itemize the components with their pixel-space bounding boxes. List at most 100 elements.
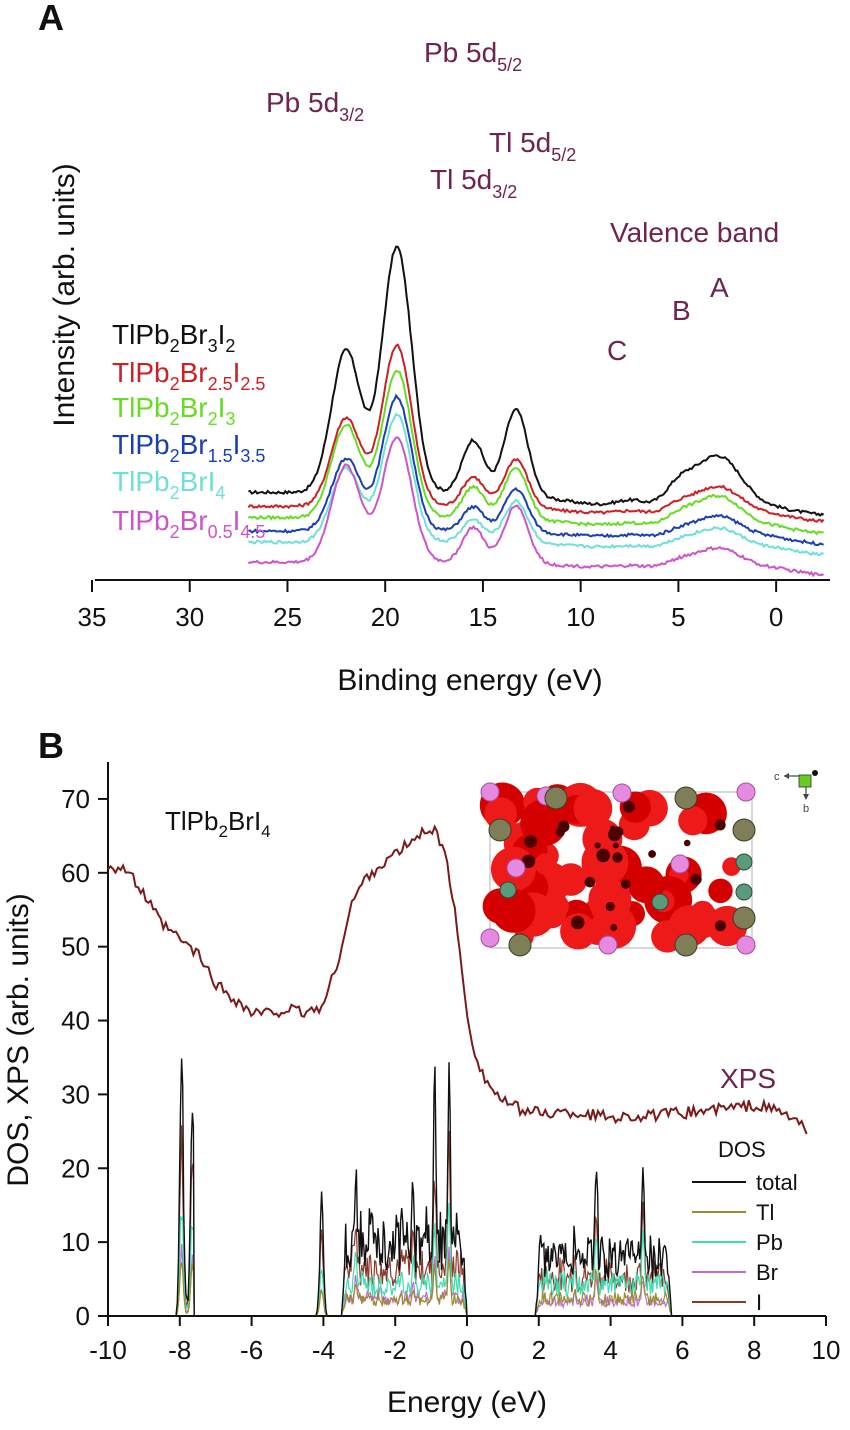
- atom-br: [480, 928, 500, 948]
- annotation-pb-5d32: Pb 5d3/2: [266, 87, 364, 125]
- isosurface-hole: [714, 819, 726, 831]
- panel-b-x-tick-label: -10: [89, 1335, 127, 1365]
- isosurface-blob: [581, 838, 629, 886]
- panel-b-dos-curves: [175, 1058, 673, 1317]
- panel-b-y-axis-title: DOS, XPS (arb. units): [2, 893, 35, 1186]
- isosurface-blob: [588, 879, 632, 922]
- isosurface-hole: [610, 924, 618, 931]
- legend-TlPb2Br3I2: TlPb2Br3I2: [112, 319, 235, 356]
- annotation-tl-5d52: Tl 5d5/2: [489, 127, 576, 165]
- isosurface-hole: [524, 835, 537, 848]
- isosurface-hole: [521, 854, 536, 868]
- panel-b-x-tick-label: 6: [675, 1335, 689, 1365]
- isosurface-hole: [584, 876, 596, 888]
- atom-br: [612, 783, 632, 803]
- xps-label: XPS: [720, 1063, 776, 1094]
- dos-legend-label-Br: Br: [756, 1260, 778, 1285]
- isosurface-blob: [554, 863, 588, 896]
- legend-TlPb2Br1.5I3.5: TlPb2Br1.5I3.5: [112, 429, 265, 466]
- isosurface-hole: [594, 842, 601, 849]
- isosurface-hole: [610, 825, 617, 832]
- isosurface-hole: [596, 848, 610, 863]
- dos-legend-label-Pb: Pb: [756, 1230, 783, 1255]
- isosurface-hole: [557, 820, 570, 833]
- panel-a-spectra: [247, 245, 825, 578]
- panel-a-y-axis-title: Intensity (arb. units): [48, 163, 81, 426]
- annotation-valence-band: Valence band: [610, 217, 779, 248]
- spectrum-TlPb2Br1.5I3.5: [248, 393, 824, 547]
- panel-b-y-tick-label: 60: [61, 858, 90, 888]
- panel-a-x-tick-label: 30: [175, 602, 204, 632]
- spectrum-TlPb2Br2I3: [247, 369, 824, 536]
- spectrum-TlPb2BrI4: [247, 412, 824, 557]
- panel-b-x-tick-label: 2: [532, 1335, 546, 1365]
- panel-b-x-tick-label: -4: [312, 1335, 335, 1365]
- panel-b-y-tick-label: 70: [61, 784, 90, 814]
- isosurface-hole: [570, 915, 585, 930]
- isosurface-blob: [520, 799, 568, 847]
- annotation-pb-5d52: Pb 5d5/2: [424, 37, 522, 75]
- atom-br: [736, 782, 756, 802]
- crystal-structure-inset: c b: [479, 770, 818, 957]
- isosurface-blob: [678, 806, 708, 836]
- panel-a-legend: TlPb2Br3I2TlPb2Br2.5I2.5TlPb2Br2I3TlPb2B…: [112, 319, 265, 542]
- panel-a-x-tick-label: 10: [566, 602, 595, 632]
- isosurface-blob: [534, 853, 556, 875]
- dos-legend-label-I: I: [756, 1290, 762, 1315]
- dos-curve-total: [175, 1058, 673, 1317]
- panel-a: A 35 30 25 20 15 10 5 0 Binding energy (eV) Int…: [38, 0, 830, 697]
- spectrum-TlPb2Br0.5I4.5: [247, 436, 824, 578]
- atom-tl: [674, 786, 698, 810]
- atom-tl: [732, 818, 756, 842]
- panel-b-x-tick-label: -6: [240, 1335, 263, 1365]
- annotation-peak-a: A: [710, 272, 729, 303]
- atom-pb: [735, 853, 753, 871]
- panel-b-y-ticks: 0 10 20 30 40 50 60 70: [61, 784, 108, 1331]
- legend-TlPb2Br2I3: TlPb2Br2I3: [112, 392, 235, 429]
- isosurface-hole: [605, 901, 615, 912]
- panel-a-x-tick-label: 15: [468, 602, 497, 632]
- atom-br: [736, 935, 756, 955]
- panel-b-x-tick-label: 10: [812, 1335, 841, 1365]
- panel-b-y-tick-label: 20: [61, 1153, 90, 1183]
- panel-b-letter: B: [38, 725, 64, 766]
- panel-a-x-tick-label: 0: [769, 602, 783, 632]
- isosurface-hole: [714, 920, 726, 932]
- annotation-peak-c: C: [607, 335, 627, 366]
- compound-label: TlPb2BrI4: [165, 806, 271, 841]
- atom-tl: [732, 906, 756, 930]
- atom-tl: [488, 818, 512, 842]
- isosurface-blob: [491, 888, 536, 933]
- annotation-peak-b: B: [672, 295, 691, 326]
- dos-legend-label-total: total: [756, 1170, 798, 1195]
- atom-pb: [735, 883, 753, 901]
- isosurface-blob: [573, 789, 613, 828]
- spectrum-TlPb2Br2.5I2.5: [247, 343, 825, 524]
- panel-a-x-axis-title: Binding energy (eV): [337, 664, 602, 697]
- panel-b-x-tick-label: 4: [603, 1335, 617, 1365]
- panel-b-x-tick-label: 0: [460, 1335, 474, 1365]
- dos-curve-Pb: [175, 1202, 673, 1317]
- atom-br: [506, 858, 526, 878]
- panel-b: B -10 -8 -6 -4 -2 0 2 4 6 8 10 0 10 20 30 40 50 60 70 Ene…: [2, 725, 840, 1419]
- inset-axis-b: b: [803, 803, 809, 815]
- dos-legend-title: DOS: [718, 1137, 766, 1162]
- isosurface-hole: [648, 850, 656, 858]
- legend-TlPb2BrI4: TlPb2BrI4: [112, 466, 225, 503]
- panel-b-y-tick-label: 40: [61, 1006, 90, 1036]
- atom-br: [598, 935, 618, 955]
- atom-tl: [674, 933, 698, 957]
- isosurface-blob: [560, 913, 597, 950]
- atom-tl: [508, 933, 532, 957]
- panel-b-x-tick-label: -8: [168, 1335, 191, 1365]
- isosurface-hole: [690, 873, 702, 885]
- spectrum-TlPb2Br3I2: [248, 245, 825, 517]
- atom-br: [480, 782, 500, 802]
- isosurface-hole: [683, 839, 691, 847]
- legend-TlPb2Br0.5I4.5: TlPb2Br0.5I4.5: [112, 505, 265, 542]
- atom-pb: [499, 881, 517, 899]
- atom-pb: [651, 893, 669, 911]
- panel-b-x-tick-label: 8: [747, 1335, 761, 1365]
- panel-a-x-tick-label: 25: [273, 602, 302, 632]
